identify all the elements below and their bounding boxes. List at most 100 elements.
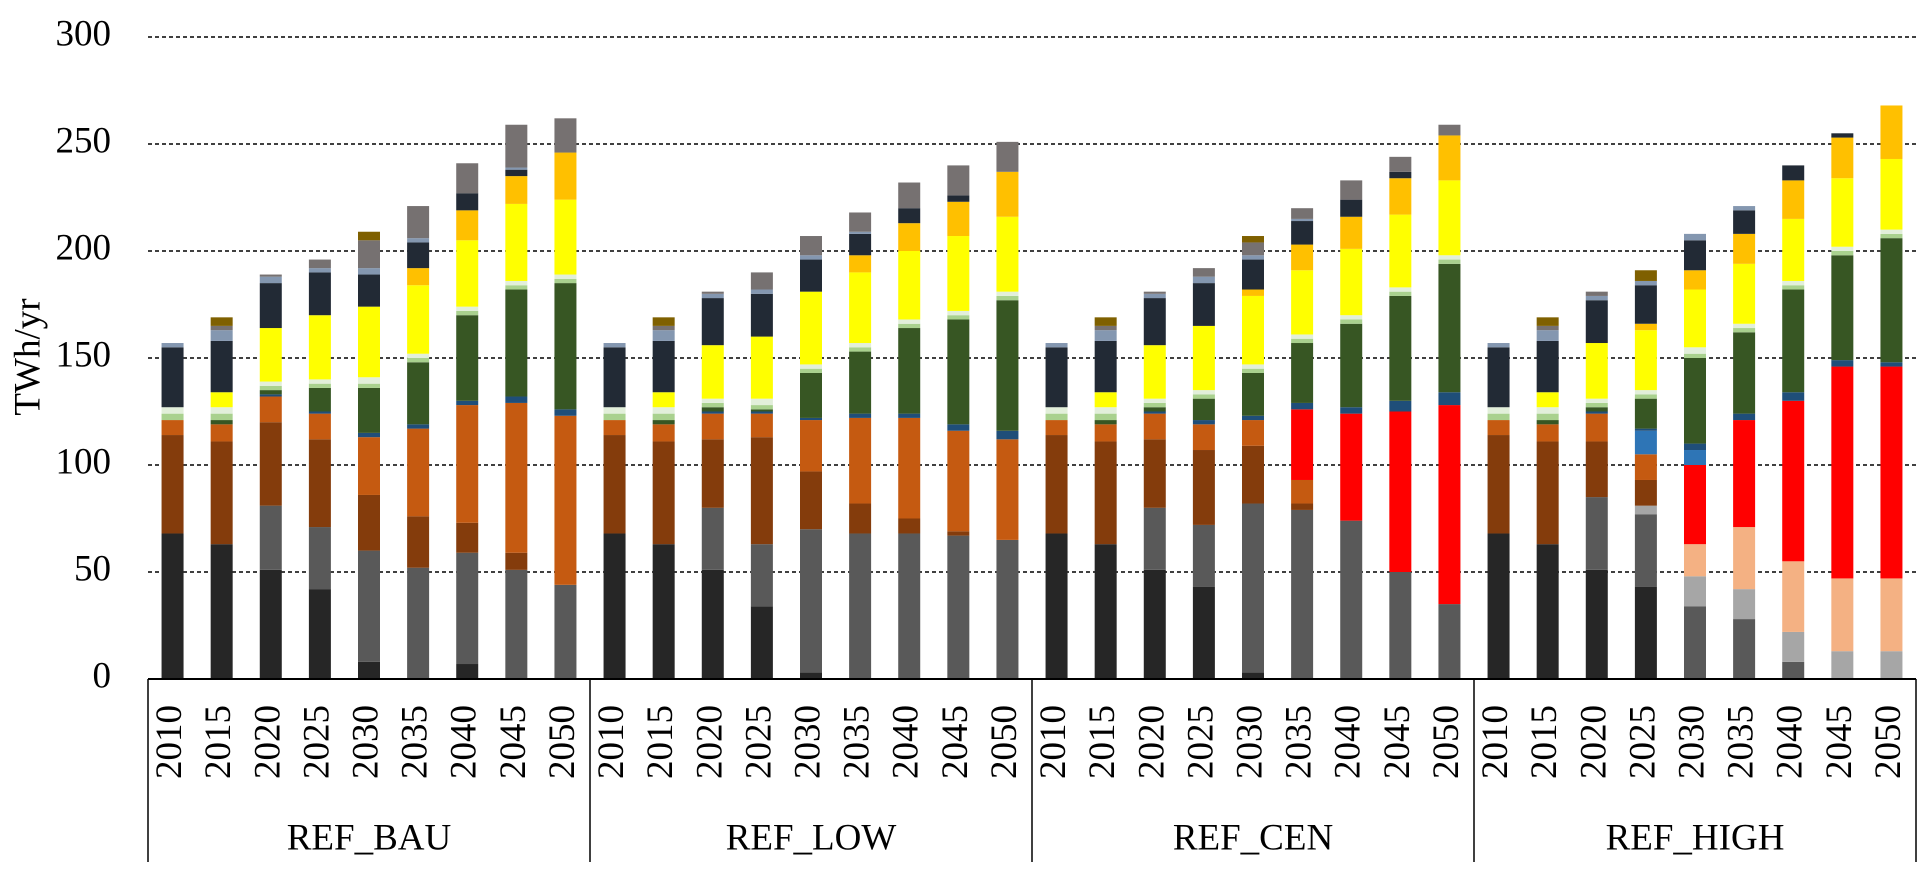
bar-segment [554,199,577,275]
bar-segment [1291,409,1314,480]
bar-segment [259,505,282,570]
bar-segment [308,527,331,590]
bar-segment [701,402,724,408]
bar-segment [849,351,872,414]
bar-segment [1536,544,1559,679]
x-tick-label: 2010 [1033,705,1074,779]
bar-segment [898,533,921,679]
bar-segment [161,407,184,414]
bar-segment [358,437,380,495]
bar-segment [1487,435,1510,534]
bar-segment [1340,520,1363,679]
bar-segment [1880,158,1903,230]
bar-segment [1684,347,1706,354]
bar-segment [800,372,822,418]
bar-segment [505,280,528,286]
bar-segment [1831,246,1854,251]
bar-segment [1389,171,1412,179]
x-tick-label: 2010 [1475,705,1516,779]
bar-segment [1242,503,1264,673]
bar-segment [407,567,430,679]
x-tick-label: 2030 [1671,705,1712,779]
bar-segment [1880,233,1903,239]
bar-segment [701,293,724,299]
bar-segment [1094,325,1117,331]
bar-segment [456,163,479,194]
bar-segment [603,407,626,414]
bar-segment [505,167,528,170]
bar-segment [1831,178,1854,247]
bar-segment [1733,263,1756,324]
bar-segment [898,323,921,329]
bar-segment [210,340,233,393]
bar-segment [1242,289,1264,296]
bar-segment [1192,276,1215,284]
bar-segment [358,274,380,307]
bar-segment [1880,362,1903,367]
bar-segment [210,424,233,442]
bar-segment [652,424,675,442]
bar-segment [358,306,380,378]
bar-segment [1536,330,1559,341]
bar-segment [1389,178,1412,215]
bar-segment [1585,411,1608,414]
bar-segment [1242,364,1264,369]
bar-segment [1634,390,1657,395]
x-tick-label: 2035 [1721,705,1762,779]
bar-segment [1634,586,1657,679]
x-tick-label: 2040 [1328,705,1369,779]
bar-segment [1143,407,1166,412]
bar-segment [1291,334,1314,339]
bar-segment [308,259,331,269]
bar-segment [1634,505,1657,515]
bar-segment [1782,218,1805,281]
bar-segment [652,407,675,414]
bar-segment [1192,268,1215,277]
bar-segment [1782,661,1805,679]
bar-segment [1094,392,1117,408]
bar-segment [407,206,430,239]
bar-segment [1880,366,1903,579]
bar-segment [1192,586,1215,679]
x-tick-label: 2020 [1131,705,1172,779]
bar-segment [505,569,528,679]
bar-segment [947,535,970,679]
bar-segment [358,661,380,679]
bar-segment [1340,315,1363,320]
x-tick-label: 2025 [296,705,337,779]
bar-segment [407,353,430,358]
bar-segment [947,430,970,532]
bar-segment [554,283,577,410]
x-tick-label: 2045 [935,705,976,779]
bar-segment [849,417,872,504]
bar-segment [849,233,872,256]
bar-segment [1487,533,1510,679]
bar-segment [358,240,380,269]
bar-segment [1291,479,1314,504]
bar-segment [947,315,970,320]
bar-segment [849,231,872,234]
bar-segment [1340,407,1363,414]
bar-segment [210,392,233,408]
bar-segment [1782,631,1805,662]
bar-segment [1438,135,1461,181]
bar-segment [1487,407,1510,414]
bar-segment [800,364,822,369]
x-tick-label: 2025 [1622,705,1663,779]
bar-segment [947,310,970,316]
bar-segment [1094,330,1117,341]
bar-segment [849,503,872,534]
bar-segment [210,441,233,545]
x-tick-label: 2040 [444,705,485,779]
bar-segment [1782,561,1805,632]
bar-segment [1340,199,1363,217]
bar-segment [652,420,675,425]
bar-segment [259,276,282,284]
bar-segment [1536,441,1559,545]
bar-segment [456,306,479,311]
y-tick-label: 50 [74,548,111,589]
bar-segment [1045,347,1068,408]
bar-segment [1291,343,1314,403]
bar-segment [1045,435,1068,534]
